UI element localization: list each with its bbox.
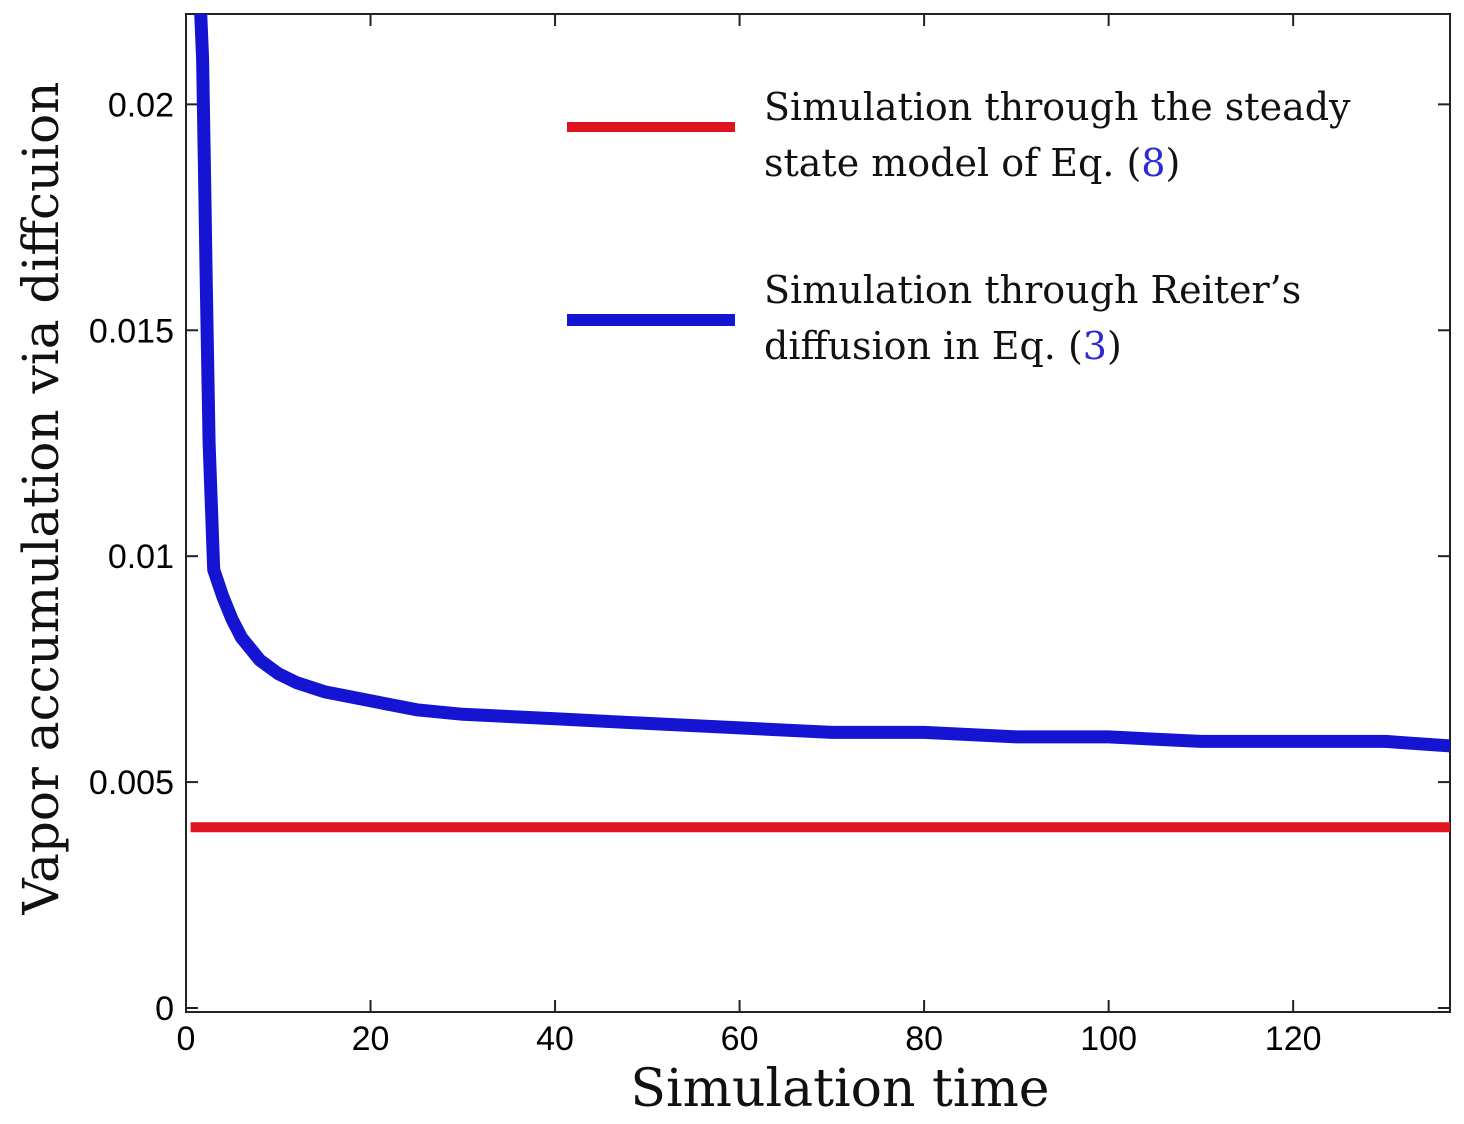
legend: Simulation through the steady state mode… [567,85,1351,368]
x-tick-label: 0 [177,1020,196,1058]
equation-ref-8[interactable]: 8 [1141,141,1165,185]
x-tick-label: 40 [536,1020,574,1058]
plot-frame [185,13,1451,1013]
y-axis-title: Vapor accumulation via diffcuion [12,82,70,916]
x-tick-label: 20 [352,1020,390,1058]
axis-ticks [185,14,1450,1012]
y-tick-label: 0.01 [108,538,174,576]
x-axis-title: Simulation time [630,1059,1049,1119]
y-tick-label: 0.015 [89,312,174,350]
x-tick-label: 60 [721,1020,759,1058]
legend-label-reiter-line2: diffusion in Eq. (3) [764,324,1122,368]
y-tick-label: 0 [155,990,174,1028]
series-layer [190,14,1450,833]
y-tick-label: 0.02 [108,86,174,124]
y-tick-label: 0.005 [89,764,174,802]
x-tick-label: 100 [1080,1020,1137,1058]
legend-label-steady-line1: Simulation through the steady [764,85,1351,129]
x-tick-label: 80 [905,1020,943,1058]
equation-ref-3[interactable]: 3 [1083,324,1107,368]
legend-label-steady-line2: state model of Eq. (8) [764,141,1180,185]
x-tick-label: 120 [1265,1020,1322,1058]
tick-labels: 0 20 40 60 80 100 120 0 0.005 0.01 0.015 0.02 [89,86,1322,1058]
series-line-reiter [194,14,1450,753]
legend-label-reiter-line1: Simulation through Reiter’s [764,268,1301,312]
